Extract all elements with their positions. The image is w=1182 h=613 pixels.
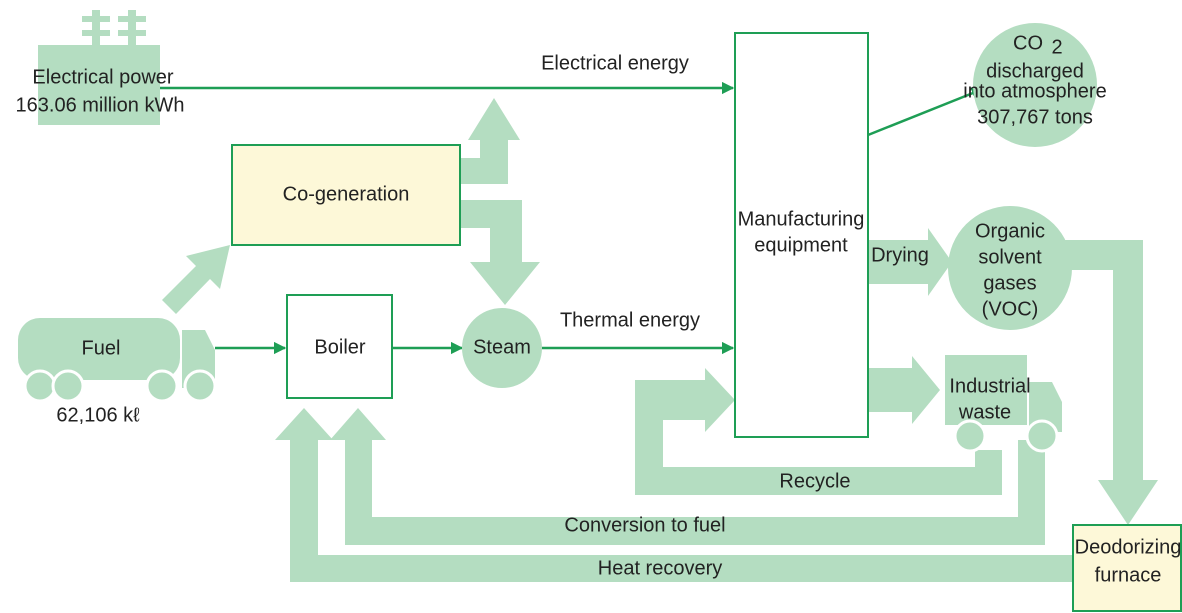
power-icon [38,10,160,125]
co2-subscript: 2 [1051,36,1062,58]
co2-circle [973,23,1097,147]
waste-truck [945,355,1062,453]
voc-label: solvent [978,246,1042,268]
co2-text: into atmosphere [963,80,1106,102]
steam-label: Steam [473,336,531,358]
boiler-box [286,294,393,399]
fuel-cogen-arrow [162,245,230,314]
furnace-box [1072,524,1182,612]
drying-arrow [868,228,952,296]
voc-label: (VOC) [982,298,1039,320]
heat-label: Heat recovery [598,557,723,579]
recycle-loop [635,368,1002,495]
furnace-label: furnace [1095,564,1162,586]
waste-label: waste [958,401,1011,423]
electrical-label: Electrical energy [541,52,689,74]
cogen-down-arrow [460,200,540,305]
recycle-label: Recycle [779,470,850,492]
steam-circle [462,308,542,388]
voc-label: gases [983,272,1036,294]
power-label: Electrical power [32,66,174,88]
manufacturing-box [734,32,869,438]
thermal-label: Thermal energy [560,309,700,331]
power-amount: 163.06 million kWh [16,94,185,116]
fuel-truck [18,318,217,403]
cogeneration-box [231,144,461,246]
fuel-amount: 62,106 kℓ [56,404,140,426]
voc-circle [948,206,1072,330]
co2-text: discharged [986,60,1084,82]
drying-label: Drying [871,244,929,266]
heat-loop [275,408,1075,582]
waste-arrow [868,356,940,424]
cogen-up-arrow [460,98,520,184]
fuel-label: Fuel [82,337,121,359]
cogeneration-label: Co-generation [283,183,410,205]
conversion-loop [330,408,1045,545]
voc-arrow [1060,240,1158,525]
co2-formula: CO [1013,32,1043,54]
co2-amount: 307,767 tons [977,106,1093,128]
voc-label: Organic [975,220,1045,242]
waste-label: Industrial [949,375,1030,397]
pale-flows [162,98,1158,582]
manufacturing-label: Manufacturing [738,208,865,230]
manufacturing-label: equipment [754,234,848,256]
boiler-label: Boiler [314,336,365,358]
furnace-label: Deodorizing [1075,536,1182,558]
conversion-label: Conversion to fuel [564,514,725,536]
co2-line [867,87,985,137]
